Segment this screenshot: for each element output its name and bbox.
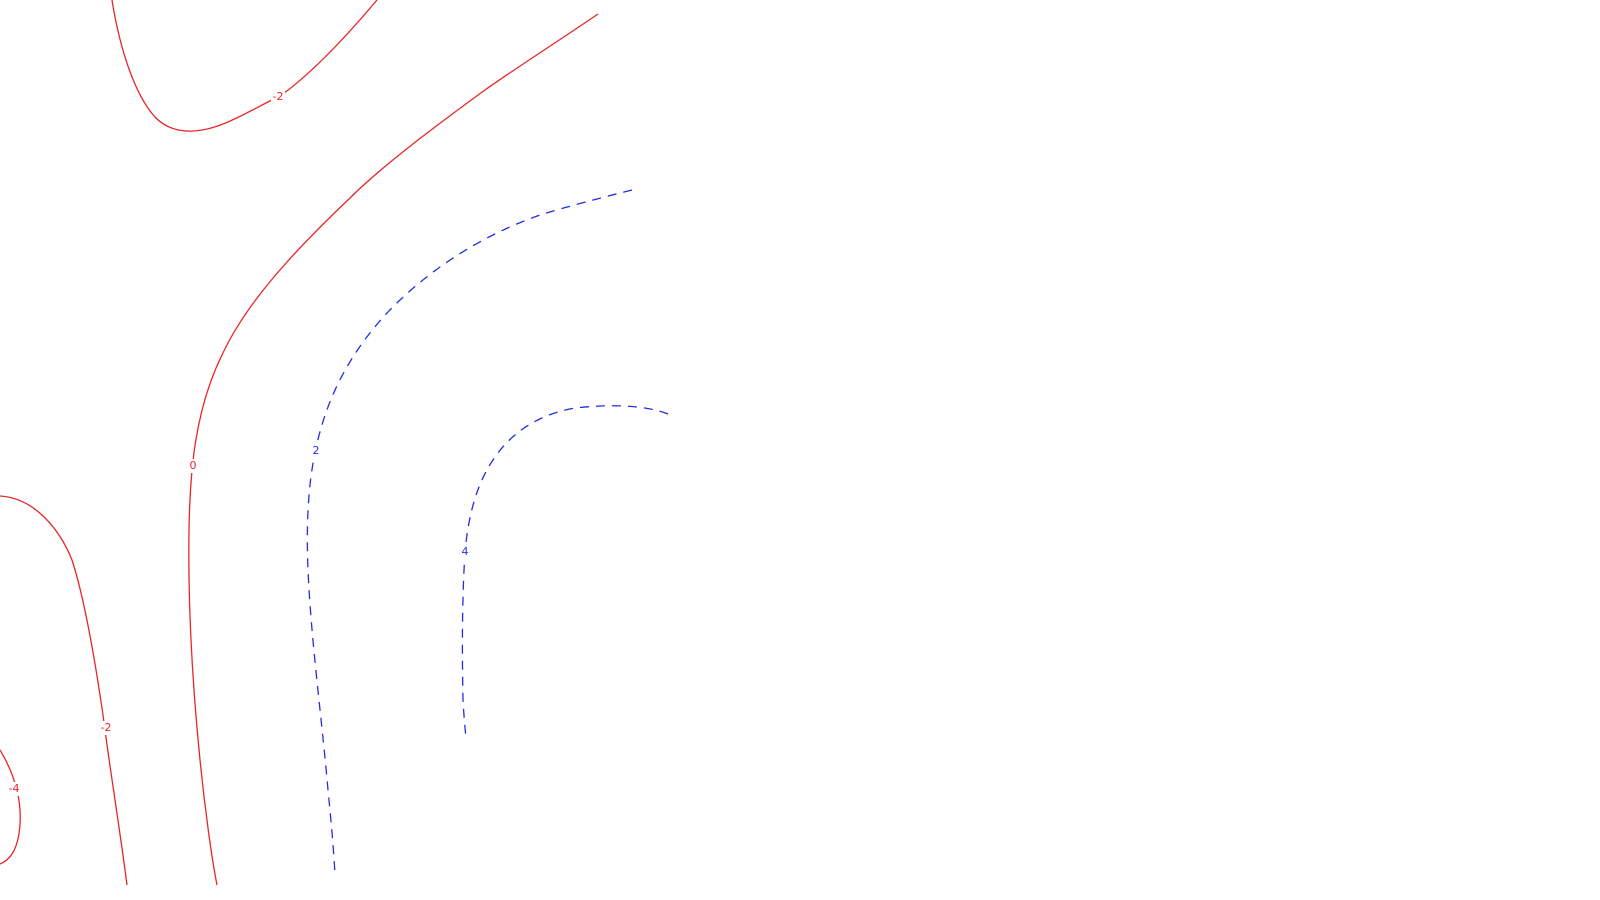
- contour-label: 4: [462, 545, 469, 558]
- contour-label: -2: [273, 90, 284, 103]
- contour-label-bg: [186, 459, 200, 473]
- contour-level-4-3: 4: [458, 405, 669, 739]
- contour-line: [0, 495, 128, 886]
- contour-level-2-2: 2: [306, 189, 633, 876]
- contour-label: 0: [190, 459, 197, 472]
- contour-level-neg2-4: -2: [0, 495, 128, 886]
- contour-line: [188, 13, 599, 886]
- contour-label-bg: [458, 545, 472, 559]
- contour-line: [111, 0, 378, 132]
- contour-label: -2: [101, 721, 112, 734]
- contour-label-bg: [271, 90, 285, 104]
- contour-label-bg: [309, 444, 323, 458]
- contour-level-neg2-0: -2: [111, 0, 378, 132]
- contour-level-0-1: 0: [186, 13, 599, 886]
- contour-label-bg: [99, 721, 113, 735]
- contour-label: 2: [313, 444, 320, 457]
- contour-level-neg4-5: -4: [0, 749, 21, 865]
- contour-line: [0, 749, 21, 865]
- contour-label-bg: [7, 782, 21, 796]
- contour-label: -4: [9, 782, 20, 795]
- contour-line: [306, 189, 633, 876]
- contour-line: [461, 405, 669, 739]
